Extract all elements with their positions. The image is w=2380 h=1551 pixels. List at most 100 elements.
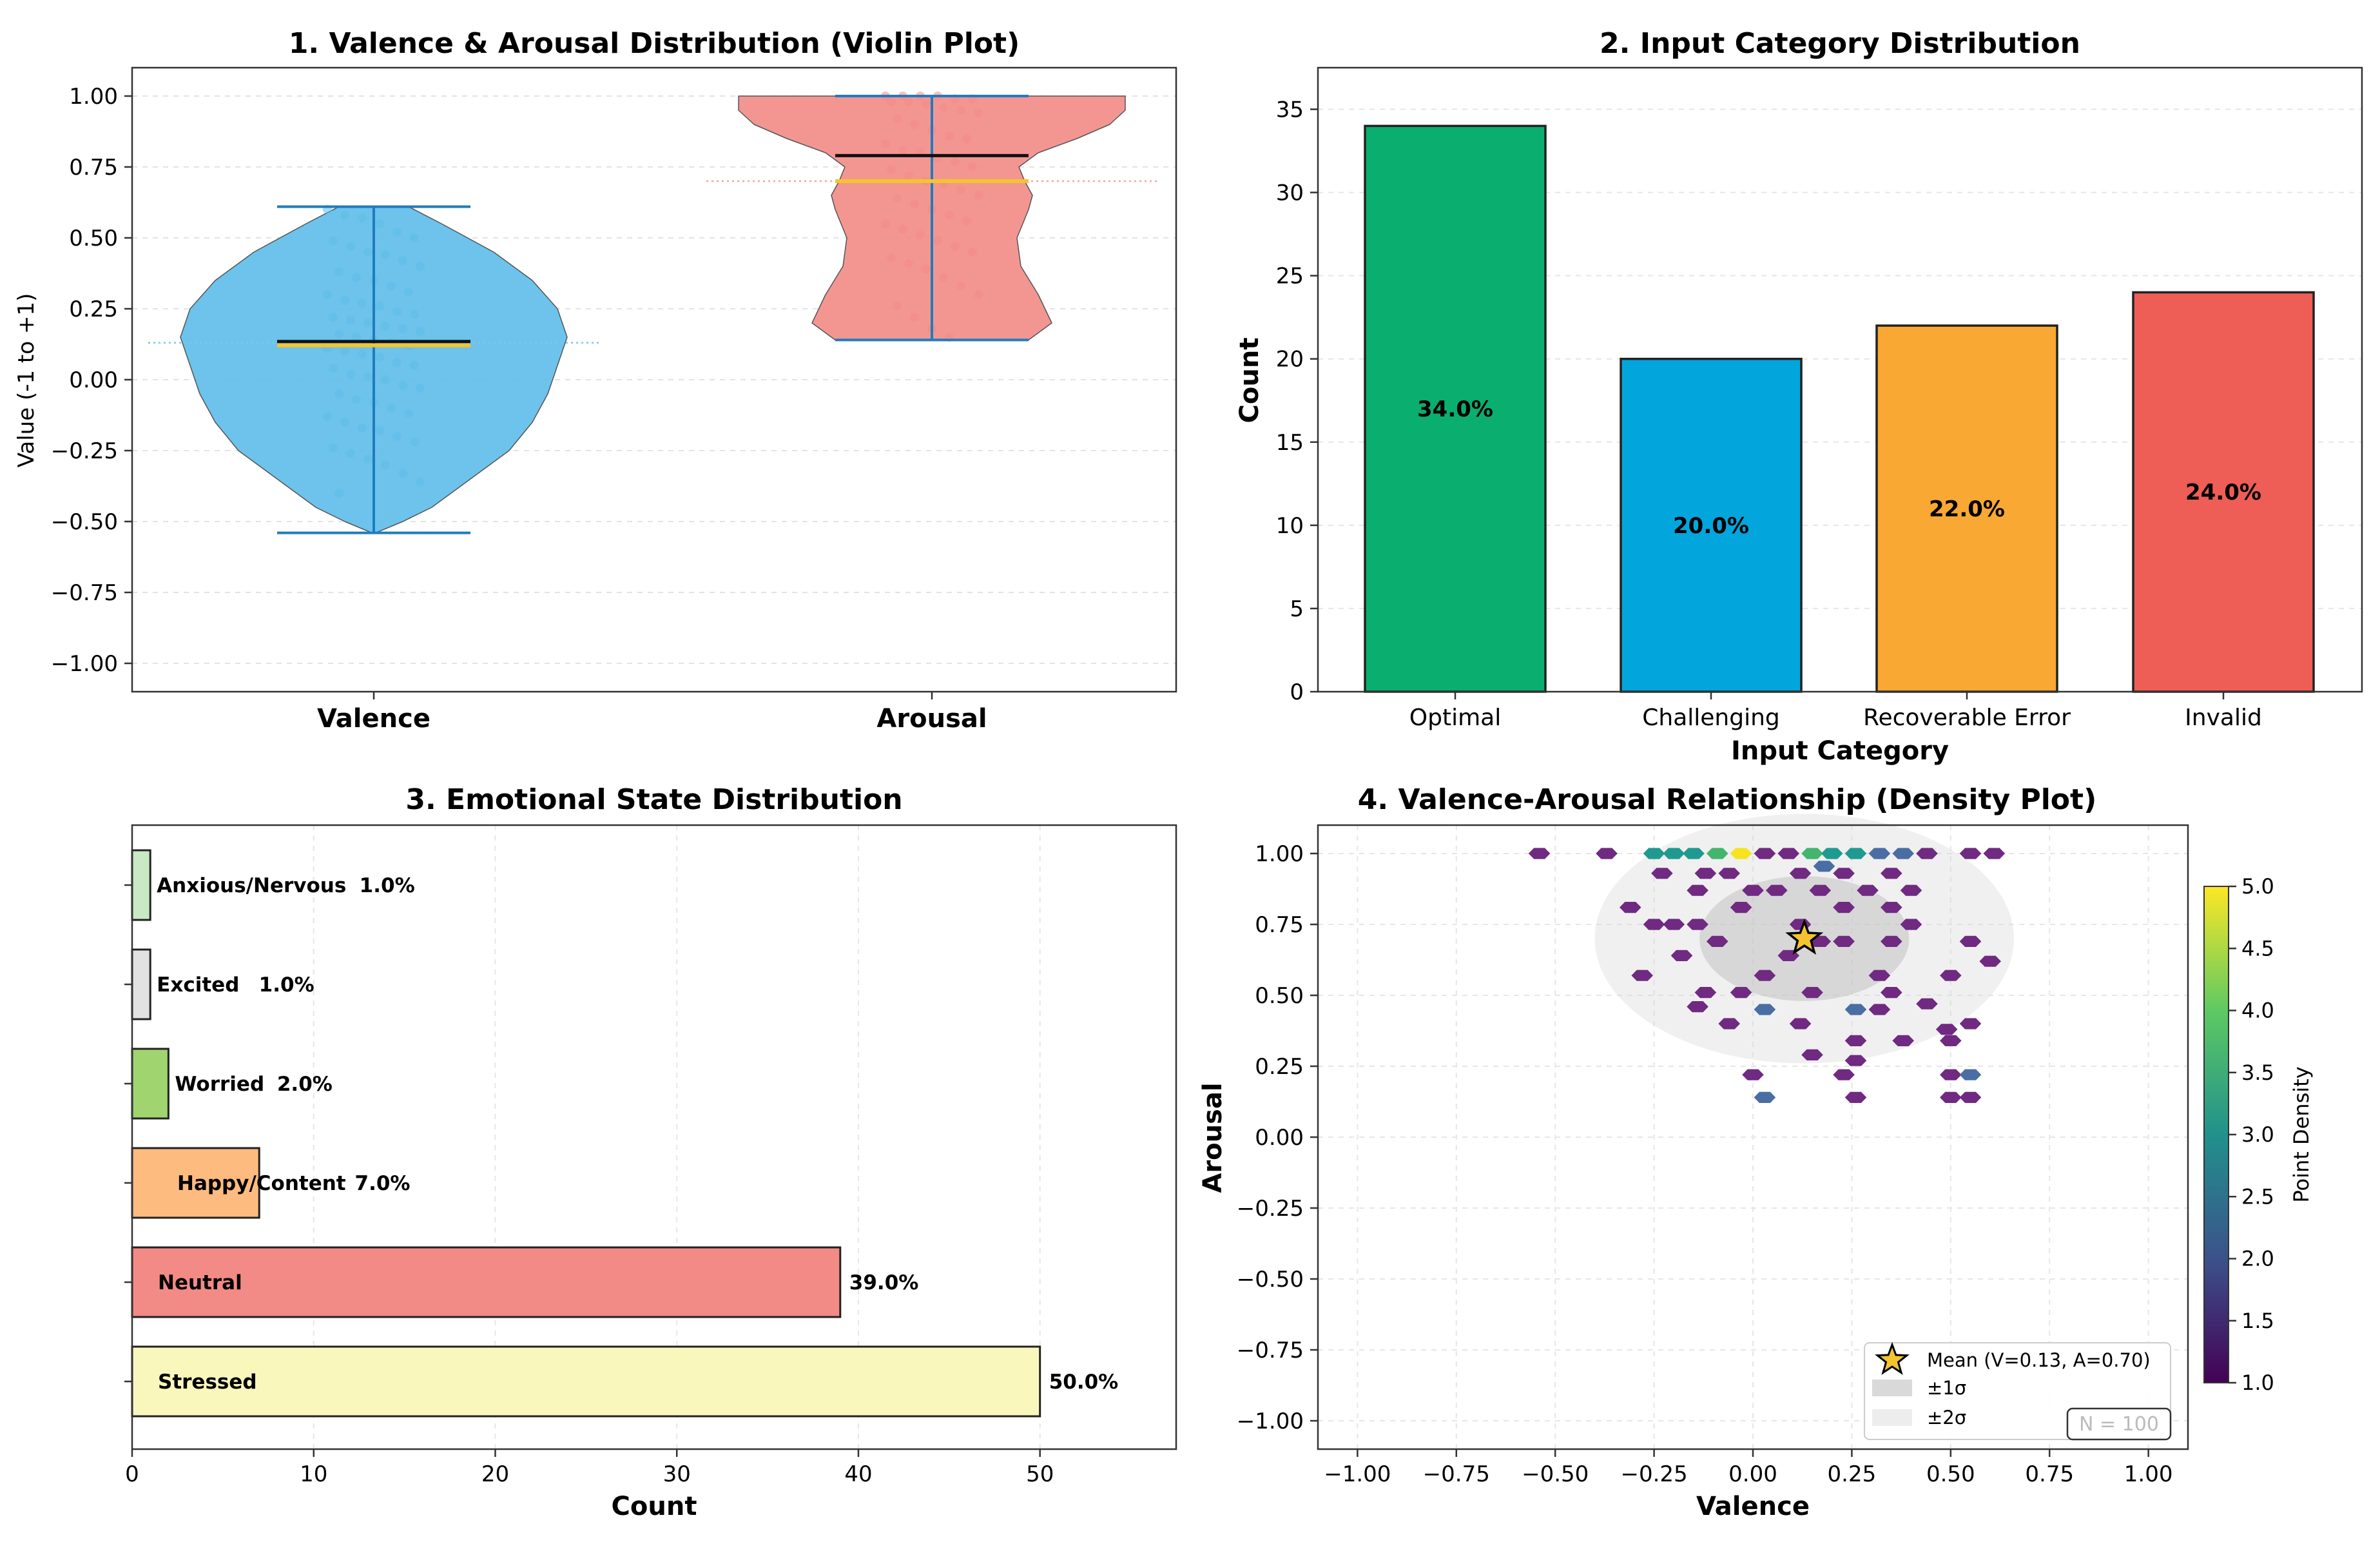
emotion-bar-category-label: Worried — [175, 1073, 264, 1096]
violin-point — [933, 236, 942, 246]
emotion-bar-percent-label: 1.0% — [259, 973, 314, 997]
density-hexbin-cell — [1940, 1091, 1962, 1103]
category-bar — [1875, 324, 2058, 693]
density-hexbin-cell — [1707, 935, 1728, 947]
density-hexbin-cell — [1959, 848, 1982, 859]
category-bar — [1364, 124, 1547, 693]
emotion-bar-percent-label: 39.0% — [849, 1271, 919, 1294]
violin-point — [904, 97, 913, 106]
category-bar-label: 20.0% — [1673, 513, 1749, 539]
violin-point — [956, 106, 965, 115]
emotion-bar — [131, 1246, 842, 1318]
violin-y-tick-label: −1.00 — [51, 651, 118, 677]
violin-point — [898, 145, 907, 155]
density-hexbin-cell — [1663, 848, 1685, 859]
density-chart-title: 4. Valence-Arousal Relationship (Density… — [1358, 783, 2096, 816]
density-hexbin-cell — [1881, 868, 1902, 879]
density-hexbin-cell — [1687, 884, 1708, 896]
density-hexbin-cell — [1663, 919, 1685, 930]
violin-point — [375, 301, 384, 311]
density-hexbin-cell — [1789, 868, 1812, 879]
emotion-bars: Anxious/Nervous 1.0% Excited 1.0% Worried 2.0… — [131, 849, 1119, 1418]
emotion-bar-percent-label: 50.0% — [1049, 1371, 1119, 1394]
colorbar-tick-label: 1.5 — [2241, 1309, 2274, 1333]
violin-title: 1. Valence & Arousal Distribution (Violi… — [289, 27, 1020, 60]
category-bar-label: 24.0% — [2185, 480, 2261, 505]
density-hexbin-cell — [1687, 919, 1708, 930]
category-bars: 34.0% 20.0% 22.0% 24.0% — [1364, 124, 2315, 693]
violin-point — [945, 210, 954, 220]
violin-point — [956, 185, 965, 195]
violin-point — [392, 358, 402, 367]
violin-point — [329, 236, 338, 246]
category-y-tick-label: 10 — [1276, 513, 1304, 539]
density-y-tick-label: 0.75 — [1255, 912, 1304, 938]
violin-y-tick-label: 0.75 — [69, 155, 118, 180]
category-bar — [2132, 291, 2315, 693]
violin-point — [340, 295, 349, 305]
category-y-tick-label: 25 — [1276, 264, 1304, 289]
violin-point — [392, 432, 402, 441]
emotion-bar — [131, 1345, 1041, 1418]
violin-point — [329, 443, 338, 453]
density-hexbin-cell — [1935, 1024, 1958, 1035]
violin-point — [962, 216, 971, 226]
violin-x-tick-label: Arousal — [876, 704, 987, 734]
density-hexbin-cell — [1777, 848, 1799, 859]
density-hexbin-cell — [1833, 1069, 1855, 1080]
emotion-axes-frame — [131, 824, 1177, 1450]
category-x-axis-label: Input Category — [1731, 736, 1949, 766]
violin-point — [381, 460, 390, 469]
violin-point — [945, 131, 954, 141]
violin-point — [352, 333, 361, 342]
density-hexbin-cell — [1730, 902, 1752, 913]
density-hexbin-cell — [1766, 884, 1788, 896]
density-hexbin-cell — [1844, 1055, 1867, 1066]
mean-star-icon — [1785, 919, 1824, 955]
violin-y-tick-label: 0.50 — [69, 226, 118, 251]
colorbar-ticks: 5.0 4.5 4.0 3.5 3.0 2.5 2.0 1.5 1.0 — [2229, 874, 2274, 1395]
violin-point — [910, 120, 919, 129]
density-hexbin-cell — [1959, 935, 1982, 947]
violin-point — [363, 248, 372, 257]
emotion-bar — [131, 849, 151, 921]
category-ticks: 0 5 10 15 20 25 30 35 Optimal Challenging Recovera… — [1276, 97, 2262, 731]
sample-size-label: N = 100 — [2079, 1413, 2159, 1436]
density-hexbin-cell — [1959, 1091, 1982, 1103]
category-x-tick-label: Optimal — [1409, 705, 1501, 731]
emotion-x-tick-label: 20 — [481, 1461, 509, 1487]
violin-point — [951, 157, 960, 166]
violin-point — [893, 193, 902, 203]
violin-point — [887, 165, 896, 175]
density-hexbin-cell — [1718, 1018, 1740, 1029]
density-hexbin-cell — [1881, 902, 1902, 913]
violin-point — [346, 449, 355, 458]
violin-point — [922, 100, 931, 110]
density-y-tick-label: −0.25 — [1237, 1196, 1304, 1222]
density-x-axis-label: Valence — [1696, 1492, 1810, 1521]
density-hexbin-cell — [1631, 970, 1653, 981]
violin-point — [387, 404, 396, 413]
density-hexbin-cell — [1983, 848, 2006, 859]
violin-point — [881, 139, 890, 149]
density-x-tick-label: 0.75 — [2025, 1461, 2074, 1487]
emotion-bar-category-label: Excited — [157, 973, 239, 997]
violin-point — [381, 321, 390, 331]
violin-point — [387, 281, 396, 291]
violin-point — [352, 395, 361, 404]
density-hexbin-cell — [1801, 987, 1823, 999]
emotion-bar-category-label: Stressed — [158, 1371, 257, 1394]
density-hexbin-cell — [1801, 1049, 1823, 1060]
colorbar-tick-label: 3.0 — [2241, 1122, 2274, 1147]
violin-y-tick-label: −0.25 — [51, 438, 118, 464]
density-hexbin-cell — [1694, 987, 1717, 999]
violin-y-tick-label: −0.50 — [51, 509, 118, 535]
violin-point — [340, 418, 349, 427]
violin-point — [410, 309, 419, 319]
category-x-tick-label: Challenging — [1642, 705, 1780, 731]
density-hexbin-cell — [1643, 848, 1665, 859]
density-hexbin-cell — [1892, 1035, 1914, 1046]
emotion-chart-title: 3. Emotional State Distribution — [405, 783, 902, 816]
density-hexbin-cell — [1833, 935, 1855, 947]
